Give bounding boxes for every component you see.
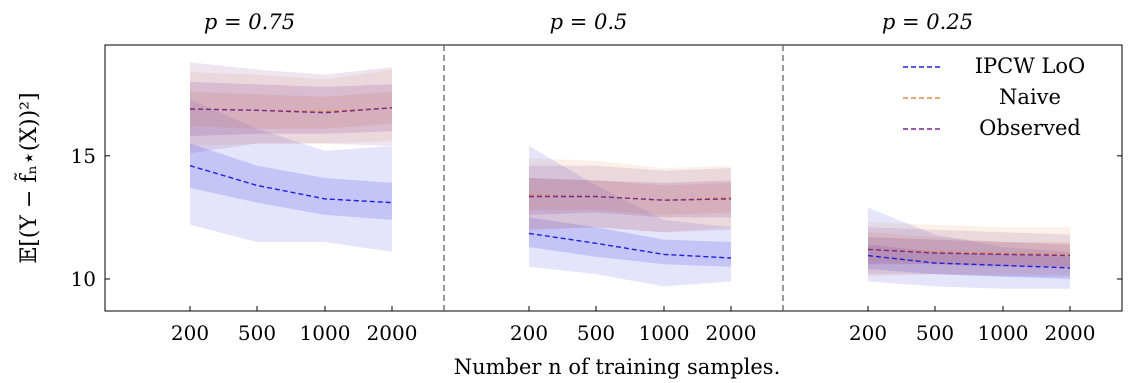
y-tick-label: 10 [71,267,96,291]
x-tick-label: 200 [171,321,209,345]
x-tick-label: 1000 [639,321,690,345]
band-ipcw-loo-inner [529,217,731,267]
band-ipcw-loo-inner [190,143,392,220]
x-tick-label: 1000 [978,321,1029,345]
band-ipcw-loo-inner [868,244,1070,279]
x-tick-label: 200 [510,321,548,345]
band-naive-inner [868,232,1070,267]
x-tick-label: 200 [849,321,887,345]
y-axis-label: 𝔼[(Y − f̃ₙ⋆(X))²] [15,92,42,263]
series-line-observed [867,248,1071,257]
series-line-ipcw-loo [867,254,1071,269]
frame-layer: 10 15 [71,44,1123,312]
band-observed-inner [190,81,392,137]
x-axis-label: Number n of training samples. [454,355,781,379]
panels-layer: 200 500 1000 2000 p = 0.75 200 500 1000 2000 p = … [171,10,1096,345]
series-line-observed [529,195,732,201]
band-naive-outer [190,69,392,146]
x-tick-label: 500 [577,321,615,345]
legend-entry-observed: Observed [903,116,1081,140]
band-ipcw-loo-outer [868,207,1070,289]
legend-entry-naive: Naive [903,85,1061,109]
panel-1: 200 500 1000 2000 p = 0.75 [171,10,418,345]
band-ipcw-loo-outer [529,146,731,287]
x-tick-label: 500 [238,321,276,345]
legend-label: Naive [999,85,1061,109]
panel-title: p = 0.75 [204,10,295,34]
x-tick-label: 1000 [300,321,351,345]
band-observed-outer [868,227,1070,277]
x-tick-label: 2000 [706,321,757,345]
y-tick-label: 15 [71,144,96,168]
band-observed-inner [529,178,731,218]
legend: IPCW LoO Naive Observed [903,54,1085,140]
legend-label: IPCW LoO [975,54,1086,78]
plot-frame [104,44,1123,312]
x-tick-label: 2000 [1045,321,1096,345]
series-line-ipcw-loo [189,165,393,204]
legend-entry-ipcw-loo: IPCW LoO [903,54,1085,78]
panel-title: p = 0.5 [550,10,628,34]
band-observed-outer [529,165,731,233]
panel-2: 200 500 1000 2000 p = 0.5 [510,10,757,345]
band-naive-inner [190,91,392,129]
band-naive-outer [529,158,731,233]
series-line-ipcw-loo [528,232,732,259]
band-naive-inner [529,178,731,215]
x-tick-label: 2000 [367,321,418,345]
band-ipcw-loo-outer [190,99,392,252]
x-tick-label: 500 [916,321,954,345]
panel-title: p = 0.25 [882,10,973,34]
series-line-observed [189,107,393,114]
band-observed-outer [190,62,392,154]
band-naive-outer [868,222,1070,277]
band-observed-inner [868,237,1070,267]
panel-3: 200 500 1000 2000 p = 0.25 [849,10,1096,345]
legend-label: Observed [979,116,1081,140]
